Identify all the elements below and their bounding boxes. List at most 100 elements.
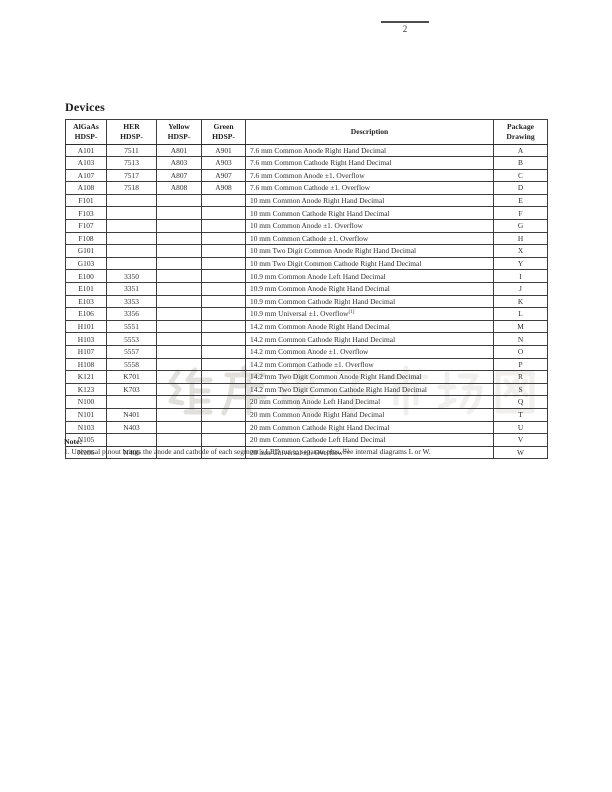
algaas-part: E100 — [65, 269, 107, 284]
note-item: 1. Universal pinout brings the anode and… — [64, 447, 431, 456]
table-row: N101 N401 20 mm Common Anode Right Hand De… — [65, 407, 548, 422]
note-label: Note: — [64, 437, 83, 446]
green-part — [201, 345, 246, 359]
green-part — [201, 231, 246, 246]
package-drawing: L — [493, 307, 548, 321]
description: 7.6 mm Common Anode ±1. Overflow — [245, 168, 494, 183]
yellow-part — [156, 395, 202, 409]
algaas-part: G101 — [65, 244, 107, 258]
description: 14.2 mm Two Digit Common Anode Right Han… — [245, 370, 494, 384]
package-drawing: M — [493, 319, 548, 334]
table-row: A108 7518 A808 A908 7.6 mm Common Cathode ±1… — [65, 181, 548, 195]
green-part: A907 — [201, 168, 246, 183]
package-drawing: U — [493, 420, 548, 435]
description: 10 mm Common Cathode ±1. Overflow — [245, 231, 494, 246]
yellow-part — [156, 370, 202, 384]
green-part — [201, 244, 246, 258]
algaas-part: F108 — [65, 231, 107, 246]
algaas-part: A107 — [65, 168, 107, 183]
package-drawing: G — [493, 219, 548, 233]
column-header: Yellow HDSP- — [156, 119, 202, 145]
algaas-part: H103 — [65, 332, 107, 346]
package-drawing: V — [493, 433, 548, 447]
table-header-row: AlGaAs HDSP- HER HDSP- Yellow HDSP- Green HDSP-… — [65, 119, 548, 145]
yellow-part — [156, 332, 202, 346]
green-part: A901 — [201, 143, 246, 158]
package-drawing: B — [493, 156, 548, 170]
table-row: H108 5558 14.2 mm Common Cathode ±1. Overf… — [65, 357, 548, 372]
table-row: E100 3350 10.9 mm Common Anode Left Hand D… — [65, 269, 548, 284]
green-part — [201, 382, 246, 397]
description: 10 mm Two Digit Common Anode Right Hand … — [245, 244, 494, 258]
devices-table: AlGaAs HDSP- HER HDSP- Yellow HDSP- Green HDSP-… — [65, 119, 548, 460]
algaas-part: F107 — [65, 219, 107, 233]
table-row: A103 7513 A803 A903 7.6 mm Common Cathode Ri… — [65, 156, 548, 170]
her-part — [106, 219, 157, 233]
her-part: 3356 — [106, 307, 157, 321]
table-row: H101 5551 14.2 mm Common Anode Right Hand … — [65, 319, 548, 334]
table-row: F101 10 mm Common Anode Right Hand Decima… — [65, 193, 548, 208]
package-drawing: J — [493, 282, 548, 296]
green-part — [201, 395, 246, 409]
table-header: AlGaAs HDSP- HER HDSP- Yellow HDSP- Green HDSP-… — [65, 119, 548, 145]
table-row: N100 20 mm Common Anode Left Hand Decimal… — [65, 395, 548, 409]
her-part: 7513 — [106, 156, 157, 170]
algaas-part: N103 — [65, 420, 107, 435]
description: 14.2 mm Two Digit Common Cathode Right H… — [245, 382, 494, 397]
table-row: N105 20 mm Common Cathode Left Hand Decim… — [65, 433, 548, 447]
algaas-part: E101 — [65, 282, 107, 296]
yellow-part — [156, 294, 202, 309]
her-part — [106, 433, 157, 447]
page-number: 2 — [402, 24, 408, 34]
description: 10.9 mm Universal ±1. Overflow[1] — [245, 307, 494, 321]
yellow-part — [156, 307, 202, 321]
note-reference: [1] — [348, 309, 355, 316]
table-row: E101 3351 10.9 mm Common Anode Right Hand … — [65, 282, 548, 296]
table-row: N106 N406 20 mm Universal ±1. Overflow[1] W — [65, 445, 548, 460]
yellow-part — [156, 269, 202, 284]
her-part — [106, 244, 157, 258]
package-drawing: Y — [493, 256, 548, 271]
package-drawing: A — [493, 143, 548, 158]
her-part — [106, 231, 157, 246]
table-row: K123 K703 14.2 mm Two Digit Common Cathode… — [65, 382, 548, 397]
description: 7.6 mm Common Cathode Right Hand Decimal — [245, 156, 494, 170]
column-header: HER HDSP- — [106, 119, 157, 145]
algaas-part: N100 — [65, 395, 107, 409]
column-header: Description — [245, 119, 494, 145]
yellow-part — [156, 219, 202, 233]
algaas-part: G103 — [65, 256, 107, 271]
description: 10.9 mm Common Anode Left Hand Decimal — [245, 269, 494, 284]
her-part: 3353 — [106, 294, 157, 309]
package-drawing: C — [493, 168, 548, 183]
her-part: K701 — [106, 370, 157, 384]
yellow-part — [156, 282, 202, 296]
description: 10 mm Two Digit Common Cathode Right Han… — [245, 256, 494, 271]
description: 14.2 mm Common Anode ±1. Overflow — [245, 345, 494, 359]
package-drawing: O — [493, 345, 548, 359]
description: 7.6 mm Common Cathode ±1. Overflow — [245, 181, 494, 195]
yellow-part — [156, 319, 202, 334]
table-row: G103 10 mm Two Digit Common Cathode Right… — [65, 256, 548, 271]
her-part: 5551 — [106, 319, 157, 334]
yellow-part — [156, 345, 202, 359]
green-part — [201, 370, 246, 384]
yellow-part — [156, 433, 202, 447]
table-row: A101 7511 A801 A901 7.6 mm Common Anode Righ… — [65, 143, 548, 158]
her-part — [106, 256, 157, 271]
algaas-part: H107 — [65, 345, 107, 359]
her-part — [106, 193, 157, 208]
column-header: AlGaAs HDSP- — [65, 119, 107, 145]
package-drawing: N — [493, 332, 548, 346]
algaas-part: H108 — [65, 357, 107, 372]
description: 14.2 mm Common Cathode ±1. Overflow — [245, 357, 494, 372]
green-part: A903 — [201, 156, 246, 170]
table-row: E106 3356 10.9 mm Universal ±1. Overflow[1… — [65, 307, 548, 321]
algaas-part: A108 — [65, 181, 107, 195]
algaas-part: K121 — [65, 370, 107, 384]
green-part — [201, 256, 246, 271]
algaas-part: A103 — [65, 156, 107, 170]
package-drawing: R — [493, 370, 548, 384]
yellow-part: A808 — [156, 181, 202, 195]
